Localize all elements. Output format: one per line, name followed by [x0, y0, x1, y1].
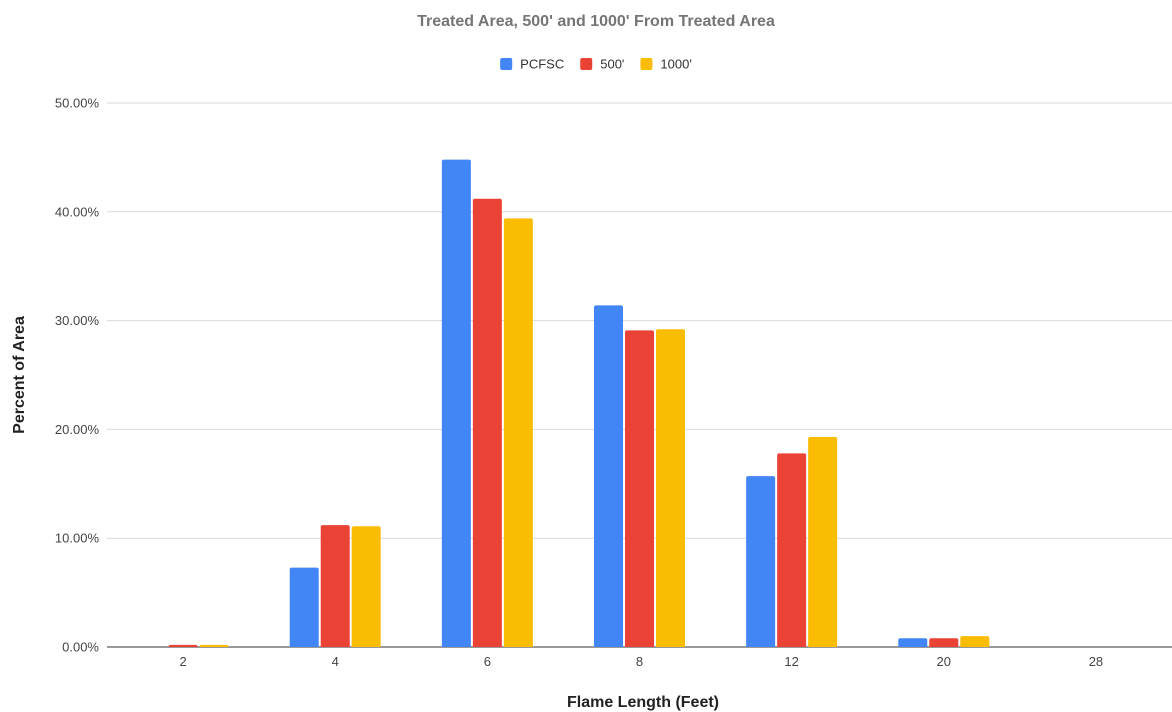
bar	[929, 638, 959, 647]
chart-title: Treated Area, 500' and 1000' From Treate…	[417, 13, 775, 30]
bar	[808, 437, 838, 647]
legend-swatch	[640, 58, 653, 70]
bar	[199, 644, 229, 647]
bar	[289, 567, 319, 647]
y-tick-label: 0.00%	[62, 640, 99, 655]
bars	[168, 159, 990, 648]
legend-swatch	[500, 58, 513, 70]
legend-label: 500'	[600, 57, 624, 72]
y-tick-label: 30.00%	[55, 313, 100, 328]
legend: PCFSC 500' 1000'	[500, 57, 692, 72]
bar	[746, 476, 776, 647]
legend-label: 1000'	[660, 57, 691, 72]
x-tick-label: 6	[484, 654, 491, 669]
y-tick-label: 40.00%	[55, 204, 100, 219]
bar	[625, 330, 654, 647]
bar	[898, 638, 928, 647]
x-tick-label: 20	[937, 654, 951, 669]
bar	[441, 159, 471, 648]
bar	[168, 644, 198, 647]
bar	[351, 526, 381, 647]
tick-labels: 0.00% 10.00% 20.00% 30.00% 40.00% 50.00% 2 4 6 8 1…	[55, 96, 1103, 670]
x-tick-label: 4	[332, 654, 339, 669]
bar	[960, 636, 990, 647]
bar	[656, 329, 685, 647]
legend-label: PCFSC	[520, 57, 564, 72]
bar	[320, 525, 350, 647]
bar	[594, 305, 623, 647]
bar	[503, 218, 533, 647]
bar	[777, 453, 807, 647]
y-tick-label: 50.00%	[55, 96, 100, 111]
y-tick-label: 10.00%	[55, 531, 100, 546]
y-tick-label: 20.00%	[55, 422, 100, 437]
x-tick-label: 2	[179, 654, 186, 669]
y-axis-title: Percent of Area	[11, 316, 28, 434]
legend-swatch	[580, 58, 593, 70]
bar	[472, 198, 502, 647]
x-tick-label: 12	[784, 654, 798, 669]
x-tick-label: 8	[636, 654, 643, 669]
x-axis-title: Flame Length (Feet)	[567, 694, 719, 711]
x-tick-label: 28	[1089, 654, 1103, 669]
